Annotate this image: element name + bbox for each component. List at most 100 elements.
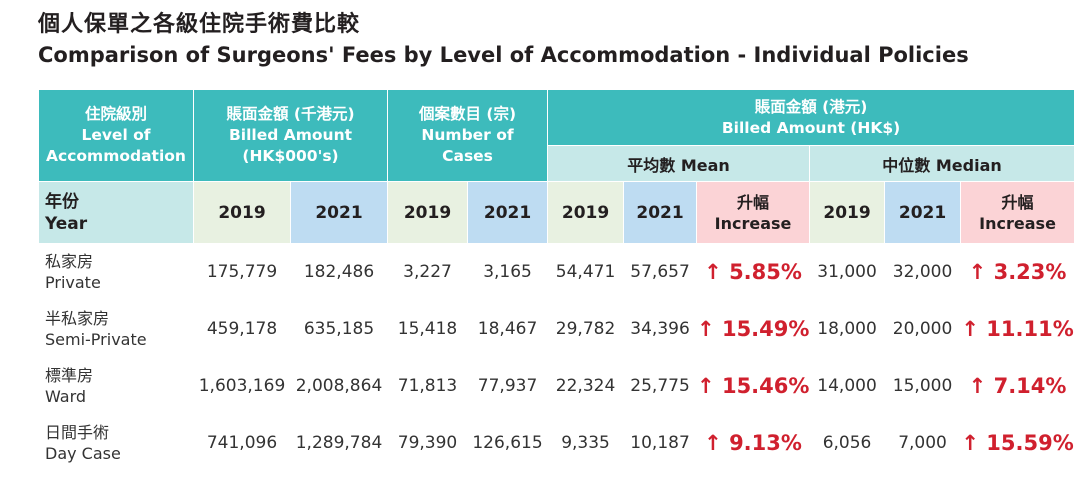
mean-increase-value: ↑ 15.46% [696, 357, 811, 415]
cases-year-2019: 2019 [387, 181, 469, 244]
title-block: 個人保單之各級住院手術費比較 Comparison of Surgeons' F… [38, 10, 969, 70]
mean-2019-value: 22,324 [547, 357, 625, 415]
billed-year-2021: 2021 [289, 181, 389, 244]
row-label-en: Ward [45, 387, 87, 406]
header-cases: 個案數目 (宗) Number of Cases [387, 89, 549, 182]
median-increase-text: 15.59% [986, 431, 1074, 455]
header-billed-thousands: 賬面金額 (千港元) Billed Amount (HK$000's) [192, 89, 389, 182]
median-2019-value: 18,000 [809, 300, 886, 358]
median-increase-value: ↑ 15.59% [960, 414, 1076, 472]
row-label-zh: 標準房 [45, 366, 94, 385]
up-arrow-icon: ↑ [704, 431, 722, 455]
mean-2019-value: 29,782 [547, 300, 625, 358]
median-2019-value: 31,000 [809, 243, 886, 301]
mean-increase-value: ↑ 15.49% [696, 300, 811, 358]
mean-increase-text: 15.49% [721, 317, 810, 341]
header-median: 中位數 Median [809, 145, 1076, 182]
year-label-en: Year [45, 213, 88, 234]
row-label-en: Semi-Private [45, 330, 147, 349]
header-cases-en-1: Number of [421, 126, 514, 144]
header-billed-thousands-en: Billed Amount [228, 126, 353, 144]
year-label-zh: 年份 [45, 191, 79, 212]
mean-2021-value: 34,396 [623, 300, 698, 358]
median-2021-value: 7,000 [884, 414, 962, 472]
median-increase-zh: 升幅 [1001, 192, 1034, 212]
median-increase-en: Increase [979, 213, 1056, 233]
row-label: 半私家房 Semi-Private [38, 300, 194, 358]
table-row: 私家房 Private 175,779 182,486 3,227 3,165 … [38, 243, 1076, 301]
billed-2021-value: 2,008,864 [289, 357, 389, 415]
mean-increase-value: ↑ 5.85% [696, 243, 811, 301]
row-label-en: Day Case [45, 444, 121, 463]
mean-2021-value: 10,187 [623, 414, 698, 472]
surgeons-fees-table: 住院級別 Level of Accommodation 賬面金額 (千港元) B… [38, 89, 1076, 472]
row-label-zh: 日間手術 [45, 423, 110, 442]
year-row: 年份 Year 2019 2021 2019 2021 2019 2021 升幅… [38, 181, 1076, 244]
row-label: 日間手術 Day Case [38, 414, 194, 472]
median-year-2021: 2021 [884, 181, 962, 244]
row-label-zh: 私家房 [45, 252, 94, 271]
median-year-2019: 2019 [809, 181, 886, 244]
mean-increase-text: 15.46% [721, 374, 810, 398]
up-arrow-icon: ↑ [697, 317, 715, 341]
header-mean: 平均數 Mean [547, 145, 811, 182]
cases-2019-value: 71,813 [387, 357, 469, 415]
up-arrow-icon: ↑ [697, 374, 715, 398]
year-label: 年份 Year [38, 181, 194, 244]
median-increase-value: ↑ 11.11% [960, 300, 1076, 358]
mean-2021-value: 57,657 [623, 243, 698, 301]
header-row-2: 平均數 Mean 中位數 Median [39, 145, 1076, 182]
mean-2019-value: 54,471 [547, 243, 625, 301]
header-level: 住院級別 Level of Accommodation [38, 89, 194, 182]
median-2021-value: 20,000 [884, 300, 962, 358]
cases-2021-value: 126,615 [467, 414, 549, 472]
header-billed-thousands-zh: 賬面金額 (千港元) [226, 105, 355, 123]
mean-year-2021: 2021 [623, 181, 698, 244]
billed-2019-value: 175,779 [193, 243, 291, 301]
up-arrow-icon: ↑ [704, 260, 722, 284]
billed-2019-value: 741,096 [193, 414, 291, 472]
cases-2021-value: 18,467 [467, 300, 549, 358]
cases-2019-value: 15,418 [387, 300, 469, 358]
billed-2021-value: 635,185 [289, 300, 389, 358]
median-2021-value: 32,000 [884, 243, 962, 301]
header-level-zh: 住院級別 [84, 105, 147, 123]
header-cases-en-2: Cases [442, 147, 493, 165]
median-increase-text: 11.11% [986, 317, 1074, 341]
median-increase-text: 7.14% [993, 374, 1067, 398]
header-billed-thousands-unit: (HK$000's) [242, 147, 339, 165]
median-increase-text: 3.23% [993, 260, 1067, 284]
billed-2021-value: 1,289,784 [289, 414, 389, 472]
up-arrow-icon: ↑ [961, 317, 979, 341]
mean-year-2019: 2019 [547, 181, 625, 244]
table-row: 半私家房 Semi-Private 459,178 635,185 15,418… [38, 300, 1076, 358]
header-row-1: 住院級別 Level of Accommodation 賬面金額 (千港元) B… [38, 89, 1076, 182]
median-2019-value: 6,056 [809, 414, 886, 472]
up-arrow-icon: ↑ [968, 374, 987, 398]
cases-year-2021: 2021 [467, 181, 549, 244]
page-title-chinese: 個人保單之各級住院手術費比較 [38, 12, 361, 37]
table-row: 日間手術 Day Case 741,096 1,289,784 79,390 1… [38, 414, 1076, 472]
header-cases-zh: 個案數目 (宗) [418, 105, 517, 123]
header-billed-hkd-zh: 賬面金額 (港元) [754, 97, 868, 116]
header-billed-hkd-en: Billed Amount (HK$) [721, 118, 901, 137]
row-label: 標準房 Ward [38, 357, 194, 415]
cases-2021-value: 3,165 [467, 243, 549, 301]
up-arrow-icon: ↑ [961, 431, 979, 455]
cases-2019-value: 79,390 [387, 414, 469, 472]
cases-2019-value: 3,227 [387, 243, 469, 301]
header-billed-hkd: 賬面金額 (港元) Billed Amount (HK$) [547, 89, 1076, 146]
row-label-zh: 半私家房 [45, 309, 110, 328]
page-title-english: Comparison of Surgeons' Fees by Level of… [38, 43, 969, 67]
mean-2019-value: 9,335 [547, 414, 625, 472]
mean-increase-en: Increase [714, 213, 792, 233]
mean-increase-value: ↑ 9.13% [696, 414, 811, 472]
mean-increase-header: 升幅 Increase [696, 181, 811, 244]
median-2019-value: 14,000 [809, 357, 886, 415]
billed-2019-value: 459,178 [193, 300, 291, 358]
header-level-en-2: Accommodation [46, 147, 186, 165]
row-label: 私家房 Private [38, 243, 194, 301]
table-row: 標準房 Ward 1,603,169 2,008,864 71,813 77,9… [38, 357, 1076, 415]
median-2021-value: 15,000 [884, 357, 962, 415]
header-level-en-1: Level of [81, 126, 151, 144]
